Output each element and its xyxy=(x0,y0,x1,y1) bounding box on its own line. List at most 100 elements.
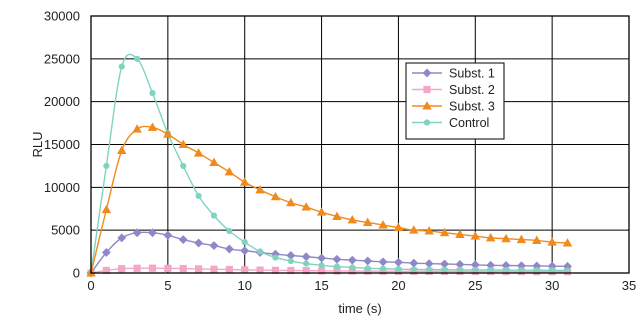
data-point xyxy=(178,235,188,245)
y-tick-label: 10000 xyxy=(44,180,80,195)
data-point xyxy=(225,265,233,274)
data-point xyxy=(364,265,371,272)
data-point xyxy=(395,266,402,273)
data-point xyxy=(409,225,419,234)
data-point xyxy=(240,177,250,186)
data-point xyxy=(226,227,233,235)
legend-box xyxy=(405,62,505,140)
legend-item: Subst. 2 xyxy=(412,83,495,97)
data-point xyxy=(134,55,141,62)
data-point xyxy=(149,89,156,97)
y-tick-label: 15000 xyxy=(44,137,80,152)
data-point xyxy=(241,266,249,274)
data-point xyxy=(347,255,357,265)
legend-swatch-marker xyxy=(423,119,431,126)
legend-item: Subst. 1 xyxy=(412,67,495,81)
data-point xyxy=(441,266,448,273)
data-point xyxy=(209,157,219,166)
data-point xyxy=(485,232,496,242)
data-point xyxy=(195,265,203,273)
data-point xyxy=(439,227,450,237)
series-control xyxy=(87,53,571,277)
legend-item: Subst. 3 xyxy=(412,100,495,114)
data-point xyxy=(133,264,141,272)
data-point xyxy=(333,263,341,270)
y-tick-label: 25000 xyxy=(44,51,80,66)
data-point xyxy=(270,191,281,201)
data-point xyxy=(209,241,219,251)
data-point xyxy=(394,257,403,267)
data-point xyxy=(240,246,250,256)
data-point xyxy=(518,267,525,274)
data-point xyxy=(549,267,556,274)
data-point xyxy=(286,197,296,207)
y-tick-label: 30000 xyxy=(44,9,80,24)
data-point xyxy=(562,238,573,247)
y-tick-label: 0 xyxy=(73,266,80,281)
data-point xyxy=(363,256,373,266)
series-line xyxy=(90,125,568,274)
data-point xyxy=(547,237,557,246)
data-point xyxy=(393,222,404,232)
data-point xyxy=(379,265,387,272)
x-tick-label: 5 xyxy=(164,278,171,293)
data-point xyxy=(163,230,173,240)
data-point xyxy=(424,259,434,269)
data-point xyxy=(472,266,479,274)
data-point xyxy=(410,266,417,273)
data-point xyxy=(332,211,342,220)
data-point xyxy=(103,162,110,170)
data-point xyxy=(210,212,218,219)
x-tick-label: 0 xyxy=(87,278,94,293)
x-tick-label: 25 xyxy=(468,278,482,293)
data-point xyxy=(378,257,388,267)
legend-swatch-marker xyxy=(423,85,431,94)
data-point xyxy=(487,266,494,274)
x-tick-label: 30 xyxy=(545,278,559,293)
y-axis-label: RLU xyxy=(30,131,45,157)
legend-item: Control xyxy=(412,116,489,130)
data-point xyxy=(456,266,464,273)
y-tick-label: 20000 xyxy=(44,94,80,109)
legend-swatch-marker xyxy=(422,101,432,110)
data-point xyxy=(533,267,540,274)
x-axis-label: time (s) xyxy=(338,301,381,316)
data-point xyxy=(193,148,204,157)
data-point xyxy=(148,228,157,238)
data-point xyxy=(102,266,110,275)
x-tick-label: 35 xyxy=(622,278,636,293)
data-point xyxy=(255,184,265,194)
data-point xyxy=(426,266,433,273)
data-point xyxy=(101,248,111,257)
data-point xyxy=(118,265,126,273)
data-point xyxy=(272,254,279,261)
data-point xyxy=(118,63,125,70)
plot-frame xyxy=(90,15,630,274)
data-point xyxy=(117,145,127,154)
data-point xyxy=(147,122,158,131)
data-point xyxy=(317,253,326,263)
data-point xyxy=(424,226,434,235)
data-point xyxy=(287,266,295,275)
data-point xyxy=(378,220,388,229)
data-point xyxy=(303,260,310,267)
x-tick-label: 20 xyxy=(391,278,405,293)
tick-labels: 0 5 10 15 20 25 30 35 0 5000 10000 15000 20000 25000 3… xyxy=(44,9,636,294)
data-point xyxy=(318,262,325,269)
data-point xyxy=(316,207,327,216)
data-point xyxy=(409,258,419,268)
data-point xyxy=(455,229,465,238)
data-point xyxy=(347,214,358,224)
data-point xyxy=(241,239,248,246)
data-point xyxy=(532,235,542,244)
data-point xyxy=(132,124,142,133)
data-point xyxy=(332,254,342,264)
legend-swatch-marker xyxy=(422,68,432,78)
legend-label: Subst. 3 xyxy=(449,100,495,114)
data-point xyxy=(179,264,187,273)
data-point xyxy=(224,244,234,254)
legend: Subst. 1 Subst. 2 Subst. 3 Control xyxy=(405,62,505,140)
data-point xyxy=(195,192,202,199)
legend-label: Subst. 2 xyxy=(449,83,495,97)
